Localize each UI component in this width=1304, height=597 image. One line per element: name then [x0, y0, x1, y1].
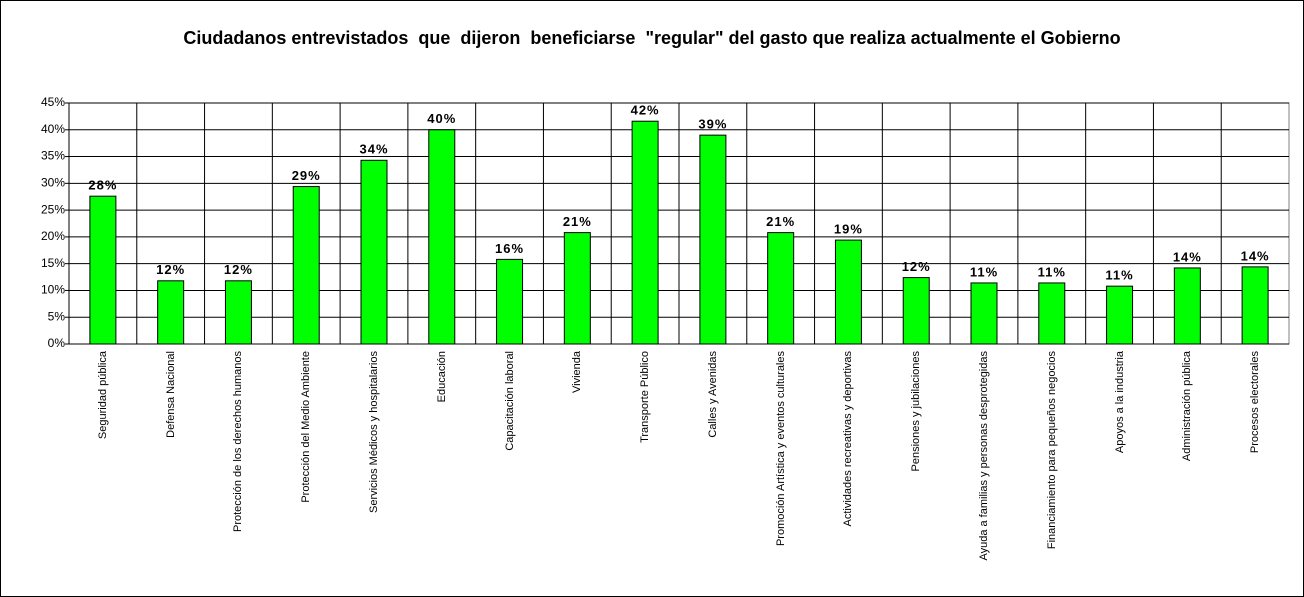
x-tick-label: Ayuda a familias y personas desprotegida…: [968, 351, 1000, 591]
data-label: 11%: [970, 264, 998, 279]
bar: [699, 134, 727, 345]
bar: [767, 232, 795, 345]
bar: [89, 195, 117, 345]
bar: [157, 280, 185, 345]
x-tick-label: Transporte Público: [629, 351, 661, 591]
x-tick-text: Ayuda a familias y personas desprotegida…: [977, 351, 990, 561]
x-tick-label: Defensa Nacional: [155, 351, 187, 591]
y-tick-label: 40%: [41, 122, 65, 136]
x-tick-text: Actividades recreativas y deportivas: [841, 351, 854, 527]
y-tick-label: 35%: [41, 149, 65, 163]
data-label: 29%: [292, 168, 321, 183]
x-tick-label: Procesos electorales: [1239, 351, 1271, 591]
x-tick-text: Protección de los derechos humanos: [231, 351, 244, 532]
x-tick-label: Actividades recreativas y deportivas: [832, 351, 864, 591]
chart-title: Ciudadanos entrevistados que dijeron ben…: [183, 28, 1121, 48]
x-tick-text: Educación: [435, 351, 448, 403]
data-label: 21%: [766, 214, 795, 229]
x-tick-label: Financiamiento para pequeños negocios: [1036, 351, 1068, 591]
x-tick-text: Apoyos a la industria: [1113, 351, 1126, 454]
data-label: 11%: [1105, 268, 1133, 283]
bar: [428, 129, 456, 345]
bar: [360, 159, 388, 345]
x-tick-label: Capacitación laboral: [494, 351, 526, 591]
bar: [292, 186, 320, 345]
x-tick-text: Transporte Público: [638, 351, 651, 443]
bar: [1106, 285, 1134, 345]
x-tick-label: Administración pública: [1171, 351, 1203, 591]
x-tick-text: Protección del Medio Ambiente: [299, 351, 312, 503]
x-tick-label: Protección del Medio Ambiente: [290, 351, 322, 591]
data-label: 28%: [88, 178, 117, 193]
x-tick-text: Capacitación laboral: [503, 351, 516, 451]
y-tick-label: 10%: [41, 283, 65, 297]
y-tick-label: 45%: [41, 95, 65, 109]
bar: [496, 258, 524, 345]
data-label: 14%: [1241, 248, 1270, 263]
x-tick-text: Seguridad pública: [96, 351, 109, 440]
y-tick-label: 20%: [41, 229, 65, 243]
x-tick-label: Protección de los derechos humanos: [222, 351, 254, 591]
y-tick-label: 30%: [41, 176, 65, 190]
bar: [631, 120, 659, 345]
data-label: 14%: [1173, 249, 1202, 264]
data-label: 39%: [698, 117, 727, 132]
y-tick-label: 0%: [48, 336, 66, 350]
data-label: 11%: [1038, 264, 1066, 279]
x-tick-label: Educación: [426, 351, 458, 591]
x-tick-label: Seguridad pública: [87, 351, 119, 591]
x-tick-label: Apoyos a la industria: [1104, 351, 1136, 591]
x-tick-text: Financiamiento para pequeños negocios: [1045, 351, 1058, 550]
data-label: 21%: [563, 214, 592, 229]
x-tick-text: Servicios Médicos y hospitalarios: [367, 351, 380, 514]
data-label: 12%: [224, 262, 253, 277]
bar: [834, 239, 862, 345]
y-tick-label: 5%: [48, 309, 66, 323]
data-label: 40%: [427, 111, 456, 126]
x-tick-label: Vivienda: [561, 351, 593, 591]
x-tick-label: Promoción Artística y eventos culturales: [765, 351, 797, 591]
x-tick-text: Calles y Avenidas: [706, 351, 719, 438]
x-tick-label: Calles y Avenidas: [697, 351, 729, 591]
bar: [563, 232, 591, 345]
bar: [1038, 282, 1066, 345]
x-tick-text: Administración pública: [1180, 351, 1193, 462]
bar: [902, 277, 930, 345]
x-tick-text: Promoción Artística y eventos culturales: [774, 351, 787, 547]
data-label: 34%: [359, 142, 388, 157]
x-tick-text: Procesos electorales: [1248, 351, 1261, 454]
bar: [1173, 267, 1201, 345]
y-tick-label: 15%: [41, 256, 65, 270]
data-label: 12%: [156, 262, 185, 277]
y-tick-label: 25%: [41, 202, 65, 216]
data-label: 12%: [902, 259, 931, 274]
bar: [970, 282, 998, 345]
data-label: 19%: [834, 222, 863, 237]
bar: [1241, 266, 1269, 345]
data-label: 16%: [495, 241, 524, 256]
data-label: 42%: [631, 103, 660, 118]
bar: [224, 280, 252, 345]
x-tick-label: Servicios Médicos y hospitalarios: [358, 351, 390, 591]
x-tick-text: Defensa Nacional: [164, 351, 177, 438]
x-tick-label: Pensiones y jubilaciones: [900, 351, 932, 591]
x-tick-text: Vivienda: [570, 351, 583, 393]
x-tick-text: Pensiones y jubilaciones: [909, 351, 922, 472]
